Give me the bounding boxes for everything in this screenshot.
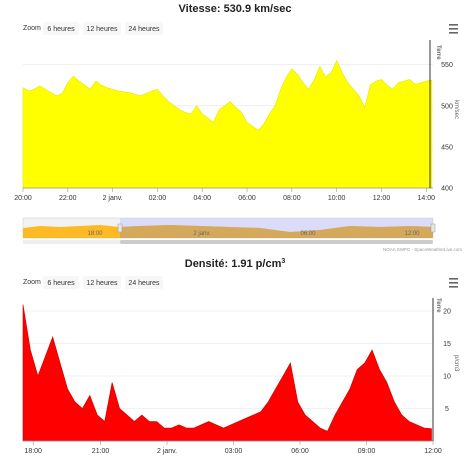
density-zoom-label: Zoom [23, 279, 41, 286]
speed-y-tick-label: 500 [441, 103, 453, 110]
density-title-superscript: 3 [281, 258, 285, 265]
speed-x-tick-label: 02:00 [149, 195, 167, 202]
navigator-scrollbar-thumb[interactable] [120, 240, 433, 244]
density-y-tick-label: 10 [443, 374, 451, 381]
speed-zoom-24h-button[interactable]: 24 heures [125, 22, 163, 35]
density-x-tick-label: 18:00 [24, 448, 42, 455]
density-chart-title: Densité: 1.91 p/cm3 [185, 258, 286, 270]
speed-y-tick-label: 550 [441, 62, 453, 69]
density-x-tick-label: 09:00 [358, 448, 376, 455]
speed-x-tick-label: 04:00 [193, 195, 211, 202]
navigator-label-2jan: 2 janv. [193, 231, 211, 237]
speed-x-tick-label: 06:00 [238, 195, 256, 202]
speed-menu-icon[interactable] [449, 24, 458, 34]
speed-x-tick-label: 08:00 [283, 195, 301, 202]
speed-zoom-12h-label: 12 heures [86, 26, 118, 33]
density-x-tick-label: 03:00 [225, 448, 243, 455]
navigator-label-06h: 06:00 [300, 231, 316, 237]
density-x-tick-label: 21:00 [92, 448, 110, 455]
navigator-series-selected [120, 225, 433, 238]
density-y-tick-label: 20 [443, 309, 451, 316]
speed-x-tick-label: 20:00 [14, 195, 32, 202]
speed-zoom-6h-button[interactable]: 6 heures [43, 22, 79, 35]
density-y-ticks: 5 10 15 20 [443, 309, 451, 414]
density-menu-icon[interactable] [449, 278, 458, 288]
speed-x-tick-label: 22:00 [59, 195, 77, 202]
density-y-tick-label: 5 [445, 406, 449, 413]
density-zoom-24h-label: 24 heures [128, 280, 160, 287]
speed-x-ticks: 20:00 22:00 2 janv. 02:00 04:00 06:00 08:00 10:… [14, 188, 435, 202]
density-x-ticks: 18:00 21:00 2 janv. 03:00 06:00 09:00 12:00 [24, 441, 442, 455]
navigator-label-18h: 18:00 [87, 231, 103, 237]
navigator-left-handle[interactable] [117, 223, 123, 233]
speed-y-unit: km/sec [453, 100, 459, 119]
speed-x-tick-label: 12:00 [373, 195, 391, 202]
speed-y-tick-label: 450 [441, 144, 453, 151]
speed-x-tick-label: 2 janv. [103, 195, 123, 202]
speed-area-series [22, 59, 433, 189]
density-zoom-6h-button[interactable]: 6 heures [43, 276, 79, 289]
density-title-main: Densité: 1.91 p/cm [185, 258, 282, 270]
density-x-tick-label: 06:00 [291, 448, 309, 455]
speed-y-ticks: 400 450 500 550 [441, 62, 453, 192]
speed-y-tick-label: 400 [441, 186, 453, 193]
speed-x-tick-label: 10:00 [328, 195, 346, 202]
navigator-right-handle[interactable] [430, 223, 436, 233]
density-y-tick-label: 15 [443, 341, 451, 348]
navigator-label-12h: 12:00 [404, 231, 420, 237]
speed-zoom-6h-label: 6 heures [47, 26, 75, 33]
density-area-series [22, 304, 432, 442]
density-earth-label: Terre [435, 298, 441, 313]
density-x-tick-label: 12:00 [424, 448, 442, 455]
density-zoom-6h-label: 6 heures [47, 280, 75, 287]
density-zoom-12h-button[interactable]: 12 heures [83, 276, 121, 289]
speed-x-tick-label: 14:00 [418, 195, 436, 202]
speed-navigator[interactable]: 18:00 2 janv. 06:00 12:00 [22, 217, 436, 239]
speed-credits[interactable]: NOAA SWPC - SpaceWeatherLive.com [383, 247, 462, 252]
speed-earth-label: Terre [435, 45, 441, 60]
density-x-tick-label: 2 janv. [157, 448, 177, 455]
speed-zoom-label: Zoom [23, 25, 41, 32]
density-zoom-24h-button[interactable]: 24 heures [125, 276, 163, 289]
density-zoom-12h-label: 12 heures [86, 280, 118, 287]
speed-zoom-12h-button[interactable]: 12 heures [83, 22, 121, 35]
speed-chart-title: Vitesse: 530.9 km/sec [179, 3, 292, 15]
density-y-unit: p/cm3 [453, 355, 459, 372]
speed-zoom-24h-label: 24 heures [128, 26, 160, 33]
